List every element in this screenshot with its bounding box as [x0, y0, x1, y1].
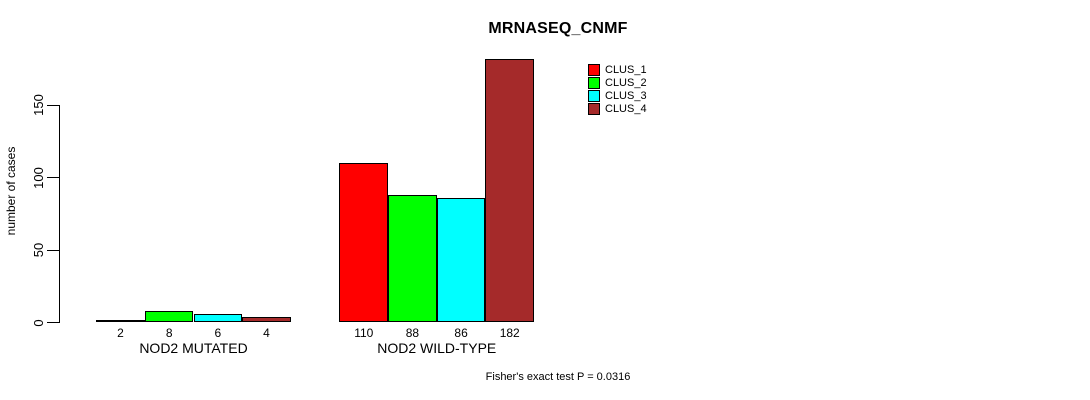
- legend-item-clus2: CLUS_2: [588, 77, 647, 90]
- bar-value-label: 88: [405, 325, 420, 340]
- bar-value-label: 4: [263, 325, 270, 340]
- y-axis-tick: [47, 177, 59, 179]
- legend-swatch-clus3-icon: [588, 90, 600, 103]
- legend-label-clus1: CLUS_1: [605, 63, 647, 76]
- bar-clus_3-group2: [436, 198, 486, 323]
- bar-value-label: 110: [354, 325, 374, 340]
- legend-label-clus4: CLUS_4: [605, 102, 647, 115]
- bar-clus_1-group2: [339, 163, 389, 323]
- legend-label-clus3: CLUS_3: [605, 89, 647, 102]
- fisher-test-annotation: Fisher's exact test P = 0.0316: [485, 371, 631, 383]
- bar-value-label: 8: [165, 325, 173, 340]
- bar-value-label: 182: [499, 325, 520, 340]
- y-axis-tick-label: 150: [30, 94, 46, 117]
- legend-swatch-clus2-icon: [588, 77, 600, 90]
- y-axis-tick: [47, 249, 59, 251]
- bar-clus_4-group1: [242, 316, 291, 323]
- bar-clus_3-group1: [193, 313, 243, 323]
- y-axis-tick-label: 50: [30, 242, 46, 258]
- y-axis-line: [59, 104, 61, 324]
- legend-swatch-clus4-icon: [588, 103, 600, 116]
- bar-clus_2-group2: [388, 195, 437, 323]
- bar-value-label: 86: [454, 325, 468, 340]
- chart-title: MRNASEQ_CNMF: [488, 20, 628, 37]
- y-axis-tick-label: 100: [30, 166, 46, 189]
- legend-item-clus4: CLUS_4: [588, 103, 647, 116]
- y-axis-tick: [47, 321, 59, 324]
- y-axis-tick: [47, 104, 59, 107]
- x-category-label: NOD2 MUTATED: [139, 339, 248, 356]
- bar-clus_1-group1: [96, 319, 145, 323]
- y-axis-label: number of cases: [4, 146, 18, 236]
- bar-clus_4-group2: [485, 59, 535, 323]
- bar-value-label: 2: [117, 325, 124, 340]
- y-axis-tick-label: 0: [30, 318, 46, 327]
- x-category-label: NOD2 WILD-TYPE: [377, 339, 497, 356]
- bar-clus_2-group1: [144, 310, 194, 323]
- legend-swatch-clus1-icon: [588, 64, 600, 77]
- legend-label-clus2: CLUS_2: [605, 76, 647, 89]
- legend: CLUS_1 CLUS_2 CLUS_3 CLUS_4: [588, 64, 647, 116]
- legend-item-clus1: CLUS_1: [588, 64, 647, 77]
- legend-item-clus3: CLUS_3: [588, 90, 647, 103]
- bar-value-label: 6: [214, 325, 222, 340]
